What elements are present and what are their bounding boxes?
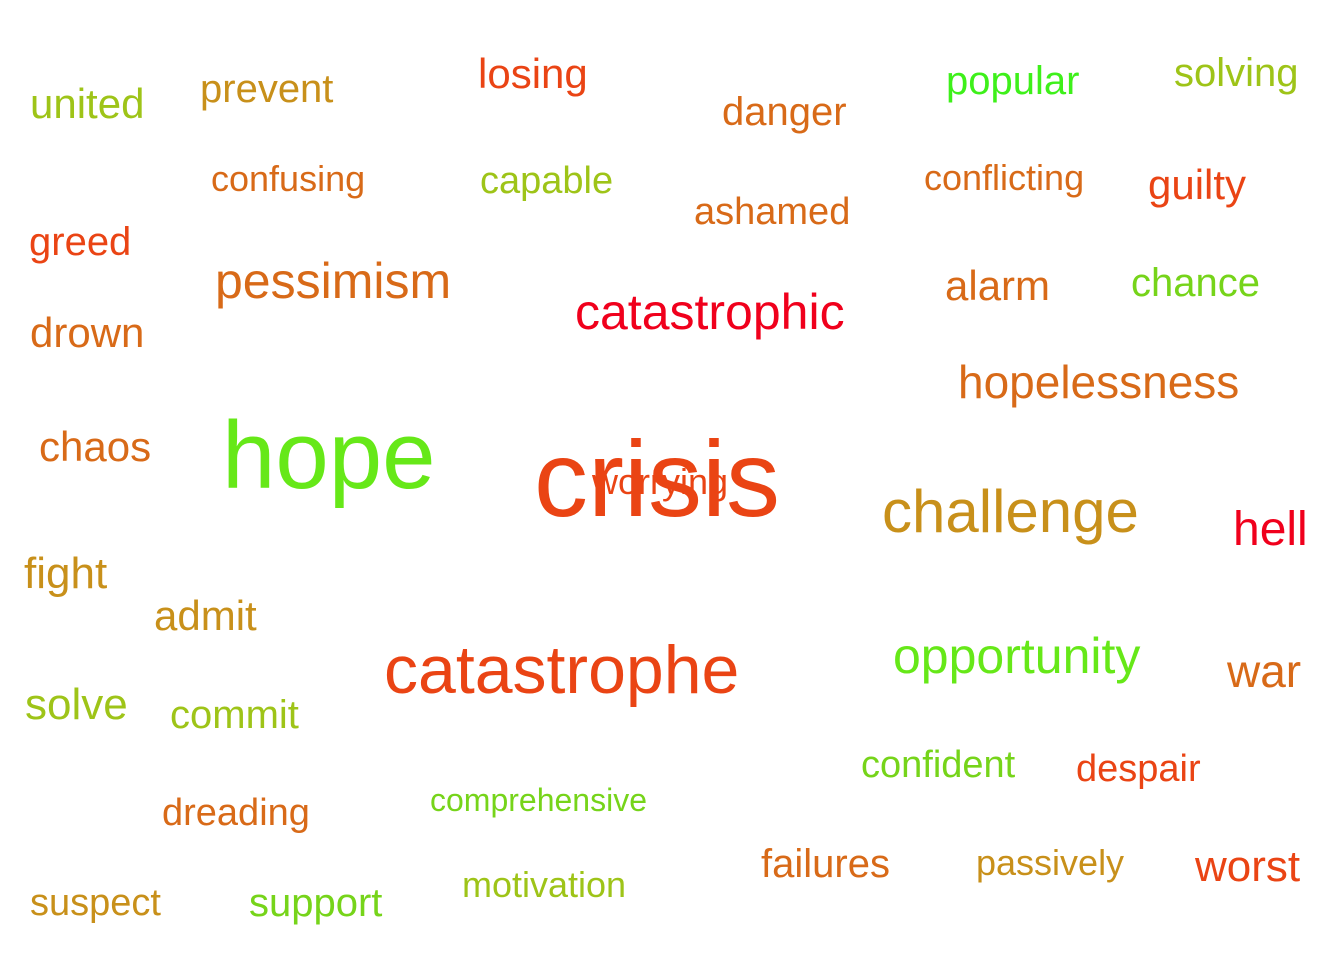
word-passively: passively [976,842,1125,883]
word-prevent: prevent [200,67,334,111]
word-chaos: chaos [39,423,152,470]
word-capable: capable [480,160,614,202]
word-losing: losing [478,50,588,97]
word-challenge: challenge [882,478,1139,545]
word-guilty: guilty [1148,161,1247,208]
word-commit: commit [170,693,299,737]
word-pessimism: pessimism [215,253,452,309]
word-confusing: confusing [211,158,366,199]
word-catastrophe: catastrophe [384,632,740,708]
word-worrying: worrying [592,461,729,502]
word-danger: danger [722,90,847,134]
word-united: united [30,80,145,127]
word-despair: despair [1076,748,1201,790]
word-greed: greed [29,220,132,264]
word-support: support [249,881,383,925]
word-crisis: crisis [534,418,780,539]
word-alarm: alarm [945,262,1051,309]
word-comprehensive: comprehensive [430,782,647,818]
word-fight: fight [24,549,108,598]
word-war: war [1227,645,1302,697]
word-ashamed: ashamed [694,191,851,233]
word-hopelessness: hopelessness [958,356,1240,408]
word-motivation: motivation [462,864,627,905]
word-popular: popular [946,59,1080,103]
word-worst: worst [1195,842,1301,891]
word-hell: hell [1233,503,1308,556]
word-hope: hope [222,402,436,509]
word-conflicting: conflicting [924,157,1085,198]
word-admit: admit [154,592,257,639]
word-dreading: dreading [162,792,310,834]
word-drown: drown [30,309,145,356]
word-chance: chance [1131,261,1260,305]
word-catastrophic: catastrophic [575,284,845,340]
word-opportunity: opportunity [893,628,1141,684]
word-solve: solve [25,680,128,729]
word-confident: confident [861,744,1016,786]
word-failures: failures [761,842,890,886]
word-suspect: suspect [30,882,161,924]
word-solving: solving [1174,51,1299,95]
